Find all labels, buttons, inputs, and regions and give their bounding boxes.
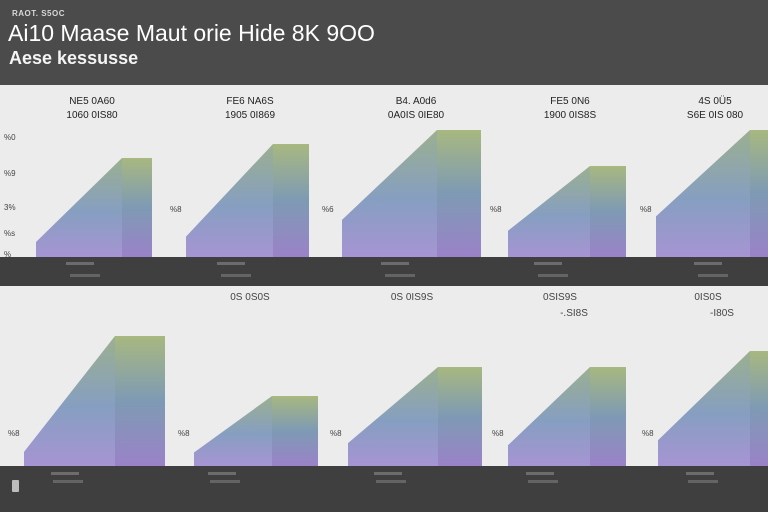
bottom-group-header-2-line1: 0S 0S0S: [230, 292, 270, 303]
top-bar-1: [122, 158, 152, 257]
bottom-value-label-1: %8: [8, 429, 20, 438]
bottom-bar-4: [590, 367, 626, 466]
bottom-value-label-2: %8: [178, 429, 190, 438]
y-tick-label-2: %9: [4, 169, 16, 178]
top-bar-5: [750, 130, 768, 257]
top-x-tick-mark-3: [381, 262, 409, 265]
bottom-area-ramp-5: [658, 351, 750, 466]
top-group-header-3-line2: 0A0IS 0IE80: [388, 110, 445, 121]
top-x-tick-mark-1: [66, 262, 94, 265]
top-x-tick-mark-5: [694, 262, 722, 265]
bottom-bar-3: [438, 367, 482, 466]
top-x-tick-mark-4-b: [538, 274, 568, 277]
bottom-area-ramp-4: [508, 367, 590, 466]
bottom-group-header-5-line2: -I80S: [710, 308, 734, 319]
bottom-x-tick-mark-5: [686, 472, 714, 475]
bottom-bar-5: [750, 351, 768, 466]
bottom-x-tick-mark-3-b: [376, 480, 406, 483]
bottom-x-tick-mark-4: [526, 472, 554, 475]
bottom-group-header-3-line1: 0S 0IS9S: [391, 292, 434, 303]
top-group-header-1-line2: 1060 0IS80: [66, 110, 118, 121]
bottom-x-tick-mark-4-b: [528, 480, 558, 483]
top-value-label-2: %8: [170, 205, 182, 214]
top-area-ramp-3: [342, 130, 437, 257]
y-tick-label-1: %0: [4, 133, 16, 142]
bottom-area-ramp-2: [194, 396, 272, 466]
top-group-header-5-line2: S6E 0IS 080: [687, 110, 744, 121]
bottom-area-ramp-1: [24, 336, 115, 466]
bottom-x-tick-mark-2-b: [210, 480, 240, 483]
top-area-ramp-4: [508, 166, 590, 257]
top-value-label-5: %8: [640, 205, 652, 214]
top-area-ramp-2: [186, 144, 273, 257]
bottom-value-label-3: %8: [330, 429, 342, 438]
top-group-header-2-line2: 1905 0I869: [225, 110, 275, 121]
top-value-label-4: %8: [490, 205, 502, 214]
top-group-header-3-line1: B4. A0d6: [396, 96, 437, 107]
chart-subtitle: Aese kessusse: [9, 48, 139, 68]
top-group-header-2-line1: FE6 NA6S: [226, 96, 274, 107]
top-x-tick-mark-3-b: [385, 274, 415, 277]
bottom-value-label-5: %8: [642, 429, 654, 438]
chart-title: Ai10 Maase Maut orie Hide 8K 9OO: [8, 20, 375, 46]
top-x-tick-mark-4: [534, 262, 562, 265]
top-bar-3: [437, 130, 481, 257]
bottom-group-header-4-line2: -.SI8S: [560, 308, 588, 319]
header-bar: RAOT. S5OC Ai10 Maase Maut orie Hide 8K …: [0, 0, 768, 85]
top-panel-axis-strip: [0, 257, 768, 286]
bottom-group-header-4-line1: 0SIS9S: [543, 292, 577, 303]
bottom-bar-2: [272, 396, 318, 466]
corner-glyph: [12, 480, 19, 492]
bottom-x-tick-mark-1-b: [53, 480, 83, 483]
y-tick-label-5: %: [4, 250, 11, 259]
top-x-tick-mark-1-b: [70, 274, 100, 277]
y-tick-label-3: 3%: [4, 203, 16, 212]
top-group-header-5-line1: 4S 0Ü5: [698, 95, 732, 107]
top-value-label-3: %6: [322, 205, 334, 214]
top-group-header-1-line1: NE5 0A60: [69, 96, 115, 107]
bottom-bar-1: [115, 336, 165, 466]
top-area-ramp-1: [36, 158, 122, 257]
top-bar-2: [273, 144, 309, 257]
bottom-area-ramp-3: [348, 367, 438, 466]
y-tick-label-4: %s: [4, 229, 15, 238]
bottom-x-tick-mark-5-b: [688, 480, 718, 483]
top-area-ramp-5: [656, 130, 750, 257]
top-group-header-4-line2: 1900 0IS8S: [544, 110, 597, 121]
top-bar-4: [590, 166, 626, 257]
bottom-x-tick-mark-1: [51, 472, 79, 475]
bottom-x-tick-mark-2: [208, 472, 236, 475]
bottom-group-header-5-line1: 0IS0S: [694, 292, 722, 303]
top-x-tick-mark-5-b: [698, 274, 728, 277]
header-tag: RAOT. S5OC: [12, 9, 66, 18]
top-x-tick-mark-2-b: [221, 274, 251, 277]
top-x-tick-mark-2: [217, 262, 245, 265]
bottom-value-label-4: %8: [492, 429, 504, 438]
top-group-header-4-line1: FE5 0N6: [550, 96, 590, 107]
bottom-x-tick-mark-3: [374, 472, 402, 475]
